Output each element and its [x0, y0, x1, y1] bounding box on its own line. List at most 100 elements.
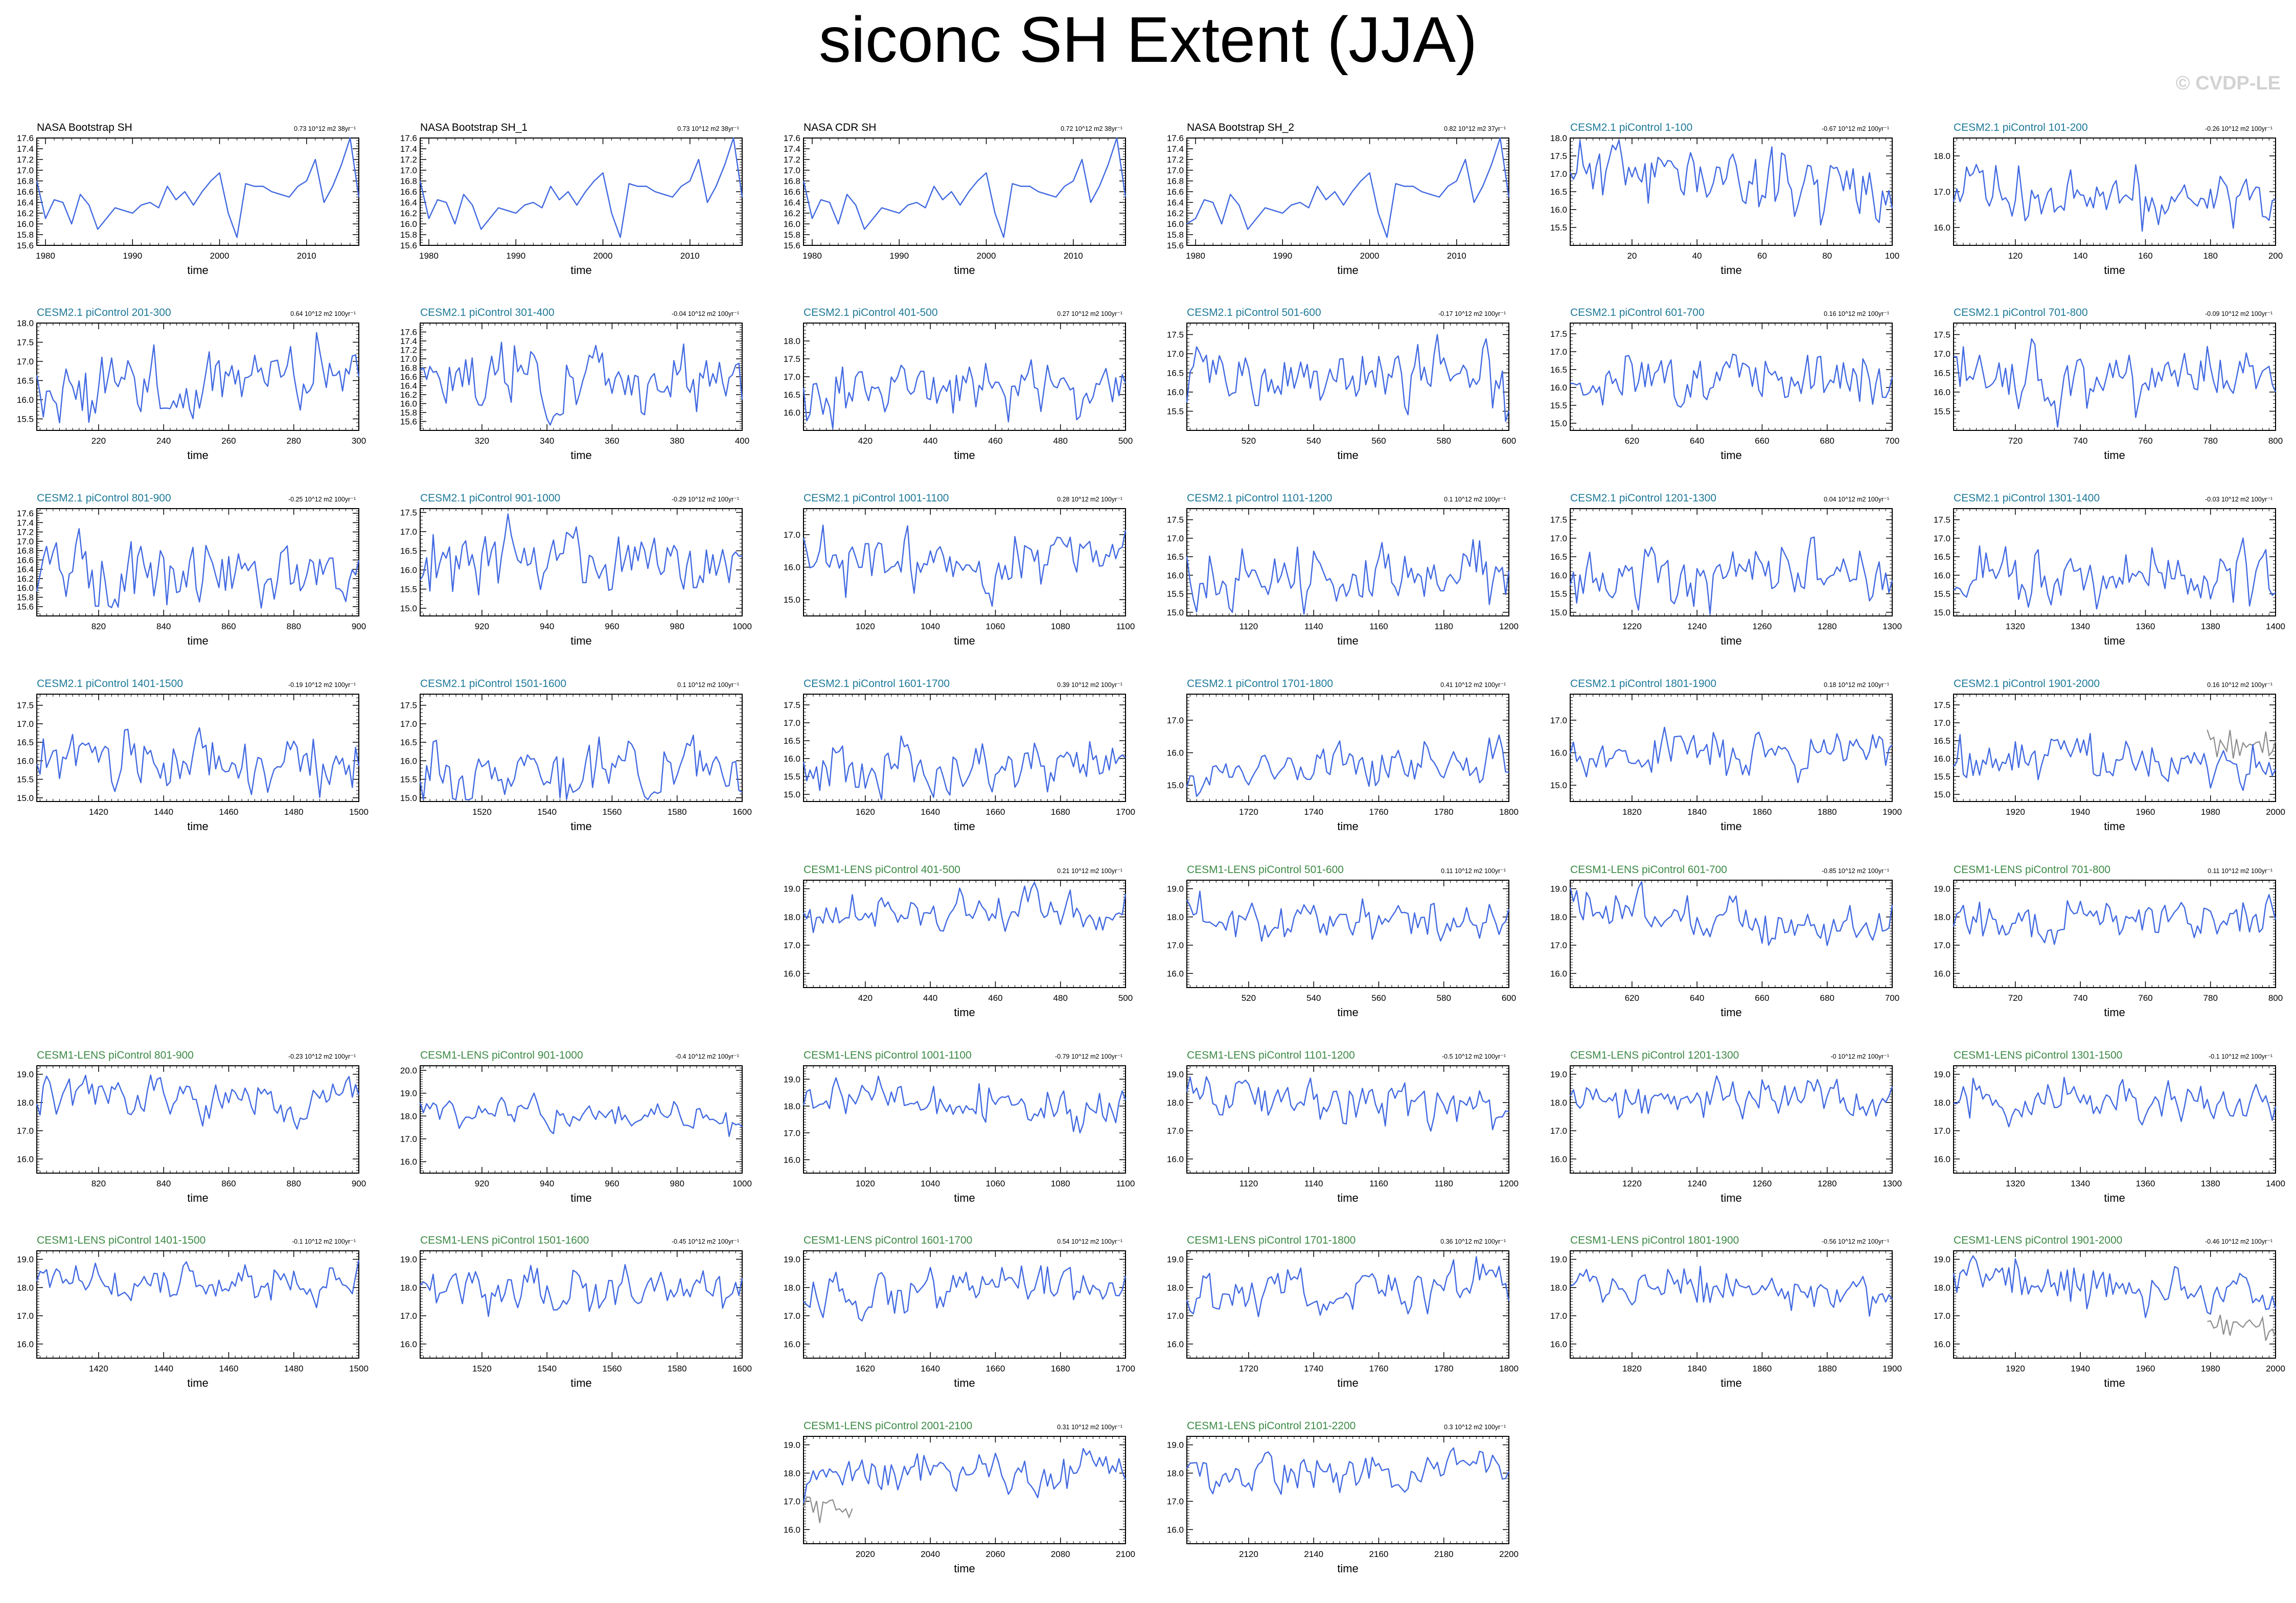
- y-tick-label: 17.4: [1167, 144, 1184, 154]
- y-tick-label: 16.8: [784, 176, 800, 186]
- x-tick-label: 940: [540, 622, 554, 631]
- x-tick-label: 1320: [2006, 622, 2025, 631]
- y-tick-label: 17.5: [1934, 330, 1950, 340]
- panel: CESM1-LENS piControl 401-500 0.21 10^12 m…: [784, 864, 1133, 1019]
- plot-frame: [1570, 508, 1893, 616]
- panel: NASA Bootstrap SH 0.73 10^12 m2 38yr⁻¹ 15.…: [17, 122, 360, 277]
- y-tick-label: 15.0: [1550, 419, 1567, 428]
- x-tick-label: 2000: [210, 251, 229, 261]
- y-tick-label: 17.0: [1550, 534, 1567, 543]
- x-tick-label: 640: [1690, 436, 1704, 446]
- y-tick-label: 15.5: [400, 775, 417, 785]
- x-tick-label: 1940: [2071, 807, 2090, 817]
- x-tick-label: 1620: [856, 807, 875, 817]
- x-tick-label: 480: [1053, 436, 1068, 446]
- y-tick-label: 16.0: [1550, 748, 1567, 758]
- y-tick-label: 16.0: [1550, 383, 1567, 393]
- series-line: [36, 528, 360, 609]
- panel: CESM2.1 piControl 1501-1600 0.1 10^12 m2 …: [400, 678, 752, 833]
- x-tick-label: 760: [2138, 436, 2152, 446]
- x-axis-label: time: [1337, 820, 1359, 833]
- x-tick-label: 800: [2268, 436, 2283, 446]
- panel-title: NASA Bootstrap SH_1: [420, 122, 527, 133]
- panel-trend-label: 0.64 10^12 m2 100yr⁻¹: [290, 310, 356, 317]
- y-tick-label: 17.0: [400, 527, 417, 537]
- y-tick-label: 17.0: [1934, 187, 1950, 197]
- plot-frame: [36, 508, 359, 616]
- y-tick-label: 16.5: [784, 390, 800, 400]
- y-tick-label: 16.2: [17, 574, 34, 584]
- y-tick-label: 16.0: [784, 219, 800, 229]
- series-line: [1569, 726, 1893, 784]
- x-axis-label: time: [1720, 634, 1742, 647]
- x-tick-label: 360: [605, 436, 619, 446]
- y-tick-label: 16.8: [400, 363, 417, 373]
- x-tick-label: 1160: [1369, 622, 1388, 631]
- panel: CESM2.1 piControl 701-800 -0.09 10^12 m2 …: [1934, 307, 2283, 462]
- x-tick-label: 960: [605, 622, 619, 631]
- y-tick-label: 17.5: [1550, 151, 1567, 161]
- x-tick-label: 40: [1692, 251, 1702, 261]
- panel-title: CESM2.1 piControl 1201-1300: [1570, 492, 1716, 504]
- panel-trend-label: -0.17 10^12 m2 100yr⁻¹: [1438, 310, 1506, 317]
- y-tick-label: 15.5: [1167, 407, 1184, 417]
- plot-frame: [803, 323, 1126, 431]
- y-tick-label: 15.5: [1934, 407, 1950, 417]
- y-tick-label: 15.0: [1167, 608, 1184, 617]
- panel-title: NASA CDR SH: [803, 122, 876, 133]
- x-tick-label: 1180: [1434, 622, 1453, 631]
- x-tick-label: 620: [1625, 436, 1639, 446]
- y-tick-label: 15.6: [400, 417, 417, 427]
- x-tick-label: 880: [287, 622, 301, 631]
- x-tick-label: 1990: [1273, 251, 1292, 261]
- y-tick-label: 16.5: [1550, 552, 1567, 562]
- y-tick-label: 16.0: [400, 219, 417, 229]
- panel-trend-label: 0.72 10^12 m2 38yr⁻¹: [1061, 125, 1122, 132]
- y-tick-label: 17.4: [400, 144, 417, 154]
- y-tick-label: 16.6: [17, 555, 34, 565]
- y-tick-label: 16.4: [1167, 198, 1184, 208]
- y-tick-label: 15.8: [784, 230, 800, 240]
- x-tick-label: 1220: [1622, 622, 1642, 631]
- x-tick-label: 1990: [123, 251, 142, 261]
- y-tick-label: 16.5: [17, 376, 34, 386]
- panel: NASA Bootstrap SH_2 0.82 10^12 m2 37yr⁻¹ 1…: [1167, 122, 1510, 277]
- panel-title: CESM2.1 piControl 1301-1400: [1954, 492, 2100, 504]
- x-tick-label: 2000: [977, 251, 996, 261]
- watermark-label: © CVDP-LE: [2176, 73, 2281, 95]
- x-tick-label: 60: [1757, 251, 1767, 261]
- panel: CESM2.1 piControl 501-600 -0.17 10^12 m2 …: [1167, 307, 1516, 462]
- y-tick-label: 17.2: [400, 155, 417, 165]
- y-tick-label: 17.5: [1167, 515, 1184, 525]
- y-tick-label: 17.5: [1550, 329, 1567, 339]
- series-line: [802, 137, 1127, 238]
- x-tick-label: 780: [2203, 436, 2218, 446]
- x-tick-label: 860: [221, 622, 236, 631]
- x-tick-label: 600: [1502, 436, 1516, 446]
- panel-trend-label: -0.09 10^12 m2 100yr⁻¹: [2205, 310, 2272, 317]
- plot-frame: [803, 508, 1126, 616]
- y-tick-label: 17.4: [17, 518, 34, 528]
- plot-frame: [1186, 508, 1509, 616]
- y-tick-label: 15.0: [1550, 781, 1567, 790]
- series-line: [1569, 140, 1893, 226]
- panel-trend-label: 0.73 10^12 m2 38yr⁻¹: [677, 125, 739, 132]
- x-axis-label: time: [570, 634, 592, 647]
- plot-frame: [420, 694, 743, 802]
- y-tick-label: 16.0: [400, 756, 417, 766]
- panel: CESM2.1 piControl 1001-1100 0.28 10^12 m2…: [784, 492, 1135, 647]
- series-line: [1186, 334, 1510, 422]
- x-axis-label: time: [1720, 820, 1742, 833]
- x-tick-label: 1780: [1434, 807, 1454, 817]
- y-tick-label: 15.6: [1167, 241, 1184, 250]
- y-tick-label: 15.6: [784, 241, 800, 250]
- x-tick-label: 420: [858, 993, 873, 1003]
- panel: CESM2.1 piControl 1401-1500 -0.19 10^12 m…: [17, 678, 369, 833]
- x-tick-label: 2010: [1064, 251, 1083, 261]
- x-tick-label: 1120: [1239, 622, 1258, 631]
- x-axis-label: time: [954, 449, 975, 462]
- y-tick-label: 17.0: [1934, 718, 1950, 728]
- y-tick-label: 15.5: [17, 775, 34, 785]
- y-tick-label: 16.0: [1167, 570, 1184, 580]
- plot-frame: [803, 694, 1126, 802]
